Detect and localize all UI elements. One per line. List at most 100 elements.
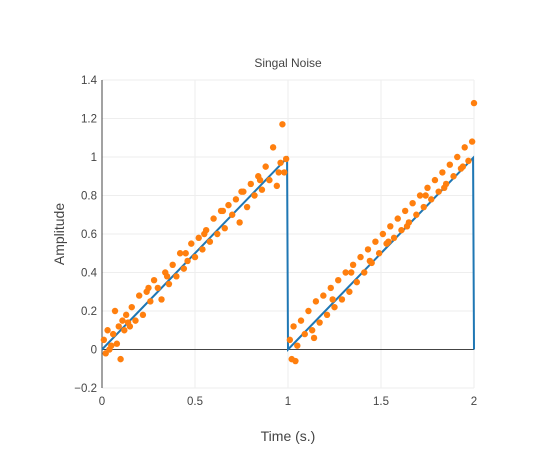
noise-point: [305, 307, 312, 315]
noise-point: [323, 311, 331, 319]
noise-point: [461, 144, 468, 151]
noise-point: [247, 180, 254, 188]
noise-point: [279, 121, 286, 128]
noise-point: [459, 163, 467, 170]
noise-point: [182, 250, 189, 257]
noise-point: [111, 307, 119, 315]
noise-point: [364, 246, 372, 253]
y-tick-label: 0.4: [81, 268, 98, 280]
noise-point: [273, 182, 281, 190]
noise-point: [121, 327, 128, 334]
noise-point: [236, 219, 243, 226]
y-tick-label: 1.4: [81, 75, 98, 87]
noise-point: [229, 211, 236, 218]
noise-point: [327, 284, 334, 292]
noise-point: [282, 155, 290, 163]
noise-point: [431, 176, 439, 184]
noise-point: [124, 319, 132, 326]
noise-point: [275, 169, 282, 176]
noise-point: [191, 253, 199, 261]
noise-point: [136, 292, 143, 299]
noise-point: [176, 250, 184, 257]
noise-point: [100, 336, 108, 344]
noise-point: [385, 238, 392, 245]
noise-point: [154, 284, 161, 292]
noise-point: [214, 230, 221, 238]
y-tick-label: 1: [91, 152, 97, 164]
noise-point: [424, 184, 431, 191]
noise-point: [446, 161, 454, 168]
noise-point: [290, 323, 297, 330]
noise-point: [316, 319, 323, 326]
noise-point: [122, 311, 130, 319]
noise-point: [113, 340, 121, 347]
y-tick-label: 0.8: [81, 191, 97, 203]
noise-point: [281, 169, 288, 176]
noise-point: [232, 196, 240, 203]
plot-area: [100, 99, 478, 365]
noise-point: [169, 261, 176, 268]
y-tick-label: −0.2: [74, 383, 97, 395]
x-tick-label: 2: [471, 396, 477, 408]
y-tick-label: 0: [91, 345, 97, 357]
noise-point: [269, 144, 277, 151]
noise-point: [349, 261, 357, 268]
noise-point: [165, 280, 173, 288]
noise-point: [379, 230, 387, 238]
noise-point: [277, 159, 284, 166]
noise-point: [454, 153, 461, 161]
noise-point: [158, 296, 165, 303]
noise-point: [346, 288, 353, 295]
noise-point: [470, 99, 478, 107]
x-tick-label: 1.5: [373, 396, 389, 408]
noise-point: [109, 330, 117, 338]
noise-point: [353, 278, 361, 286]
noise-point: [201, 230, 208, 238]
noise-point: [104, 327, 111, 334]
noise-point: [342, 269, 349, 276]
noise-point: [256, 176, 264, 184]
x-tick-label: 0.5: [187, 396, 203, 408]
noise-point: [465, 157, 472, 165]
noise-point: [115, 323, 122, 330]
noise-point: [128, 303, 135, 311]
noise-point: [219, 207, 227, 215]
y-tick-label: 0.2: [81, 306, 97, 318]
noise-point: [375, 250, 383, 257]
noise-point: [258, 186, 266, 193]
noise-point: [106, 346, 113, 353]
noise-point: [195, 234, 202, 242]
noise-point: [173, 273, 180, 280]
x-tick-label: 1: [285, 396, 291, 408]
noise-point: [366, 257, 374, 265]
noise-point: [439, 169, 446, 176]
noise-point: [238, 188, 245, 195]
noise-point: [310, 334, 318, 342]
signal-line: [101, 155, 475, 352]
noise-point: [335, 277, 342, 284]
noise-point: [428, 196, 435, 203]
noise-point: [372, 238, 379, 245]
noise-point: [468, 138, 476, 145]
chart-title: Singal Noise: [254, 56, 322, 70]
noise-point: [409, 200, 416, 207]
noise-point: [331, 303, 338, 311]
noise-point: [266, 176, 273, 184]
noise-point: [308, 327, 316, 334]
noise-point: [297, 317, 305, 324]
noise-point: [398, 226, 405, 234]
noise-point: [413, 211, 420, 218]
noise-point: [329, 296, 336, 303]
noise-point: [416, 192, 424, 199]
noise-point: [387, 223, 394, 230]
noise-point: [338, 296, 346, 303]
noise-point: [206, 238, 214, 245]
noise-point: [251, 192, 258, 199]
noise-point: [301, 330, 308, 338]
noise-point: [221, 225, 228, 232]
noise-point: [225, 201, 232, 209]
noise-point: [262, 163, 269, 170]
noise-point: [441, 184, 448, 191]
noise-point: [210, 215, 217, 222]
